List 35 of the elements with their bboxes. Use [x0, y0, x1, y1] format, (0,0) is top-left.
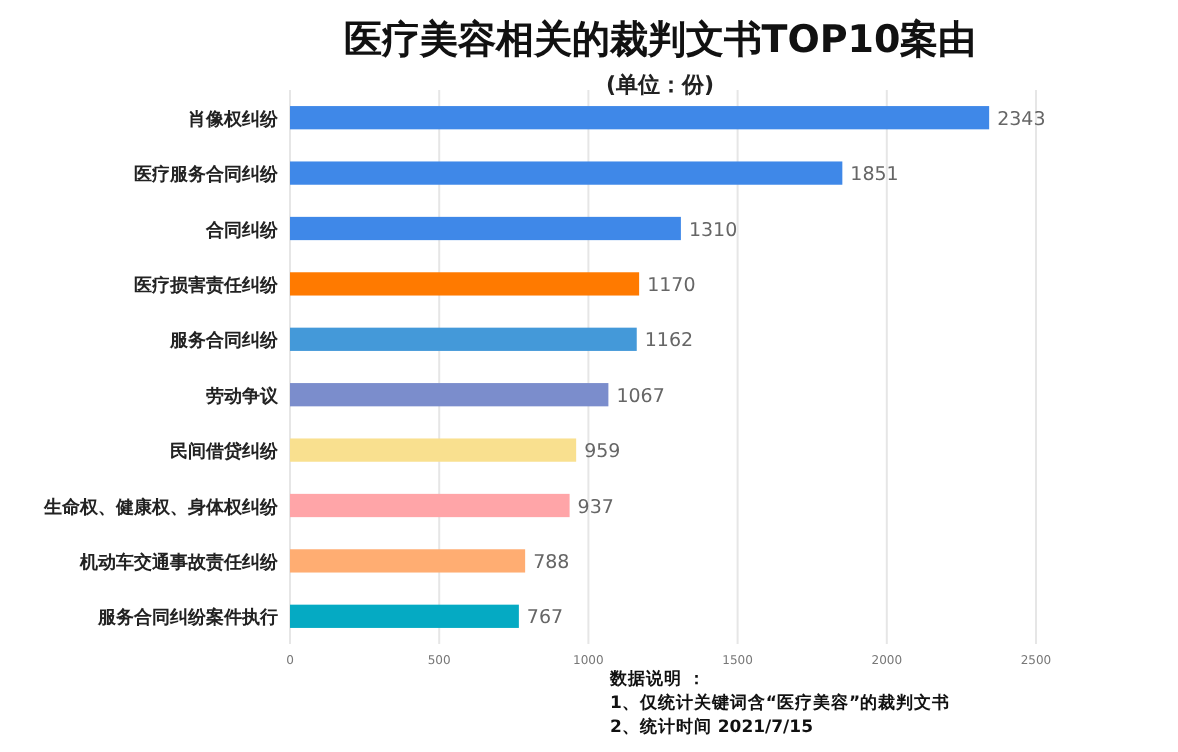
- y-tick-label: 医疗服务合同纠纷: [134, 164, 280, 187]
- y-tick-label: 服务合同纠纷案件执行: [96, 607, 278, 630]
- text: 数据说明 ：: [608, 668, 706, 690]
- data-label: 959: [584, 441, 621, 464]
- bar: [290, 106, 990, 130]
- bar: [290, 438, 577, 462]
- data-label: 2343: [997, 108, 1046, 131]
- y-tick-label: 合同纠纷: [204, 219, 280, 242]
- text: 2、统计时间 2021/7/15: [610, 716, 814, 738]
- data-label: 1067: [616, 385, 665, 408]
- data-label: 937: [577, 496, 614, 519]
- data-label: 767: [526, 607, 564, 630]
- bar: [290, 493, 570, 518]
- bar: [290, 161, 843, 185]
- y-tick-label: 服务合同纠纷: [168, 330, 280, 353]
- bar: [290, 327, 637, 351]
- y-tick-label: 医疗损害责任纠纷: [134, 274, 280, 297]
- bar: [290, 549, 526, 573]
- bar: [290, 216, 681, 241]
- y-tick-label: 民间借贷纠纷: [170, 441, 280, 464]
- text: 1、仅统计关键词含“医疗美容”的裁判文书: [610, 692, 951, 714]
- y-tick-label: 肖像权纠纷: [188, 108, 280, 131]
- data-label: 1162: [644, 330, 694, 353]
- data-label: 1851: [850, 164, 899, 187]
- bar: [290, 383, 609, 407]
- data-label: 1310: [688, 219, 738, 242]
- y-tick-label: 生命权、健康权、身体权纠纷: [42, 496, 280, 519]
- bar: [290, 604, 519, 628]
- chart-subtitle: (单位：份): [605, 72, 715, 98]
- data-label: 1170: [647, 274, 696, 297]
- bar: [290, 272, 640, 296]
- y-tick-label: 机动车交通事故责任纠纷: [78, 551, 280, 574]
- data-label: 788: [533, 551, 570, 574]
- y-tick-label: 劳动争议: [206, 385, 280, 408]
- chart-title: 医疗美容相关的裁判文书TOP10案由: [343, 18, 977, 62]
